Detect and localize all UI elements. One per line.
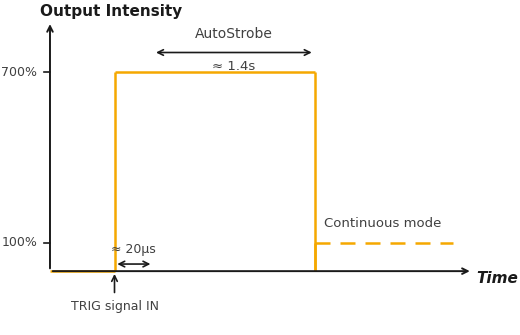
Text: 100%: 100% xyxy=(1,236,37,249)
Text: 700%: 700% xyxy=(1,66,37,79)
Text: ≈ 20μs: ≈ 20μs xyxy=(111,243,156,256)
Text: ≈ 1.4s: ≈ 1.4s xyxy=(212,60,255,73)
Text: Time: Time xyxy=(476,271,518,286)
Text: Continuous mode: Continuous mode xyxy=(324,217,441,230)
Text: Output Intensity: Output Intensity xyxy=(41,4,183,19)
Text: TRIG signal IN: TRIG signal IN xyxy=(71,299,159,313)
Text: AutoStrobe: AutoStrobe xyxy=(195,27,273,41)
